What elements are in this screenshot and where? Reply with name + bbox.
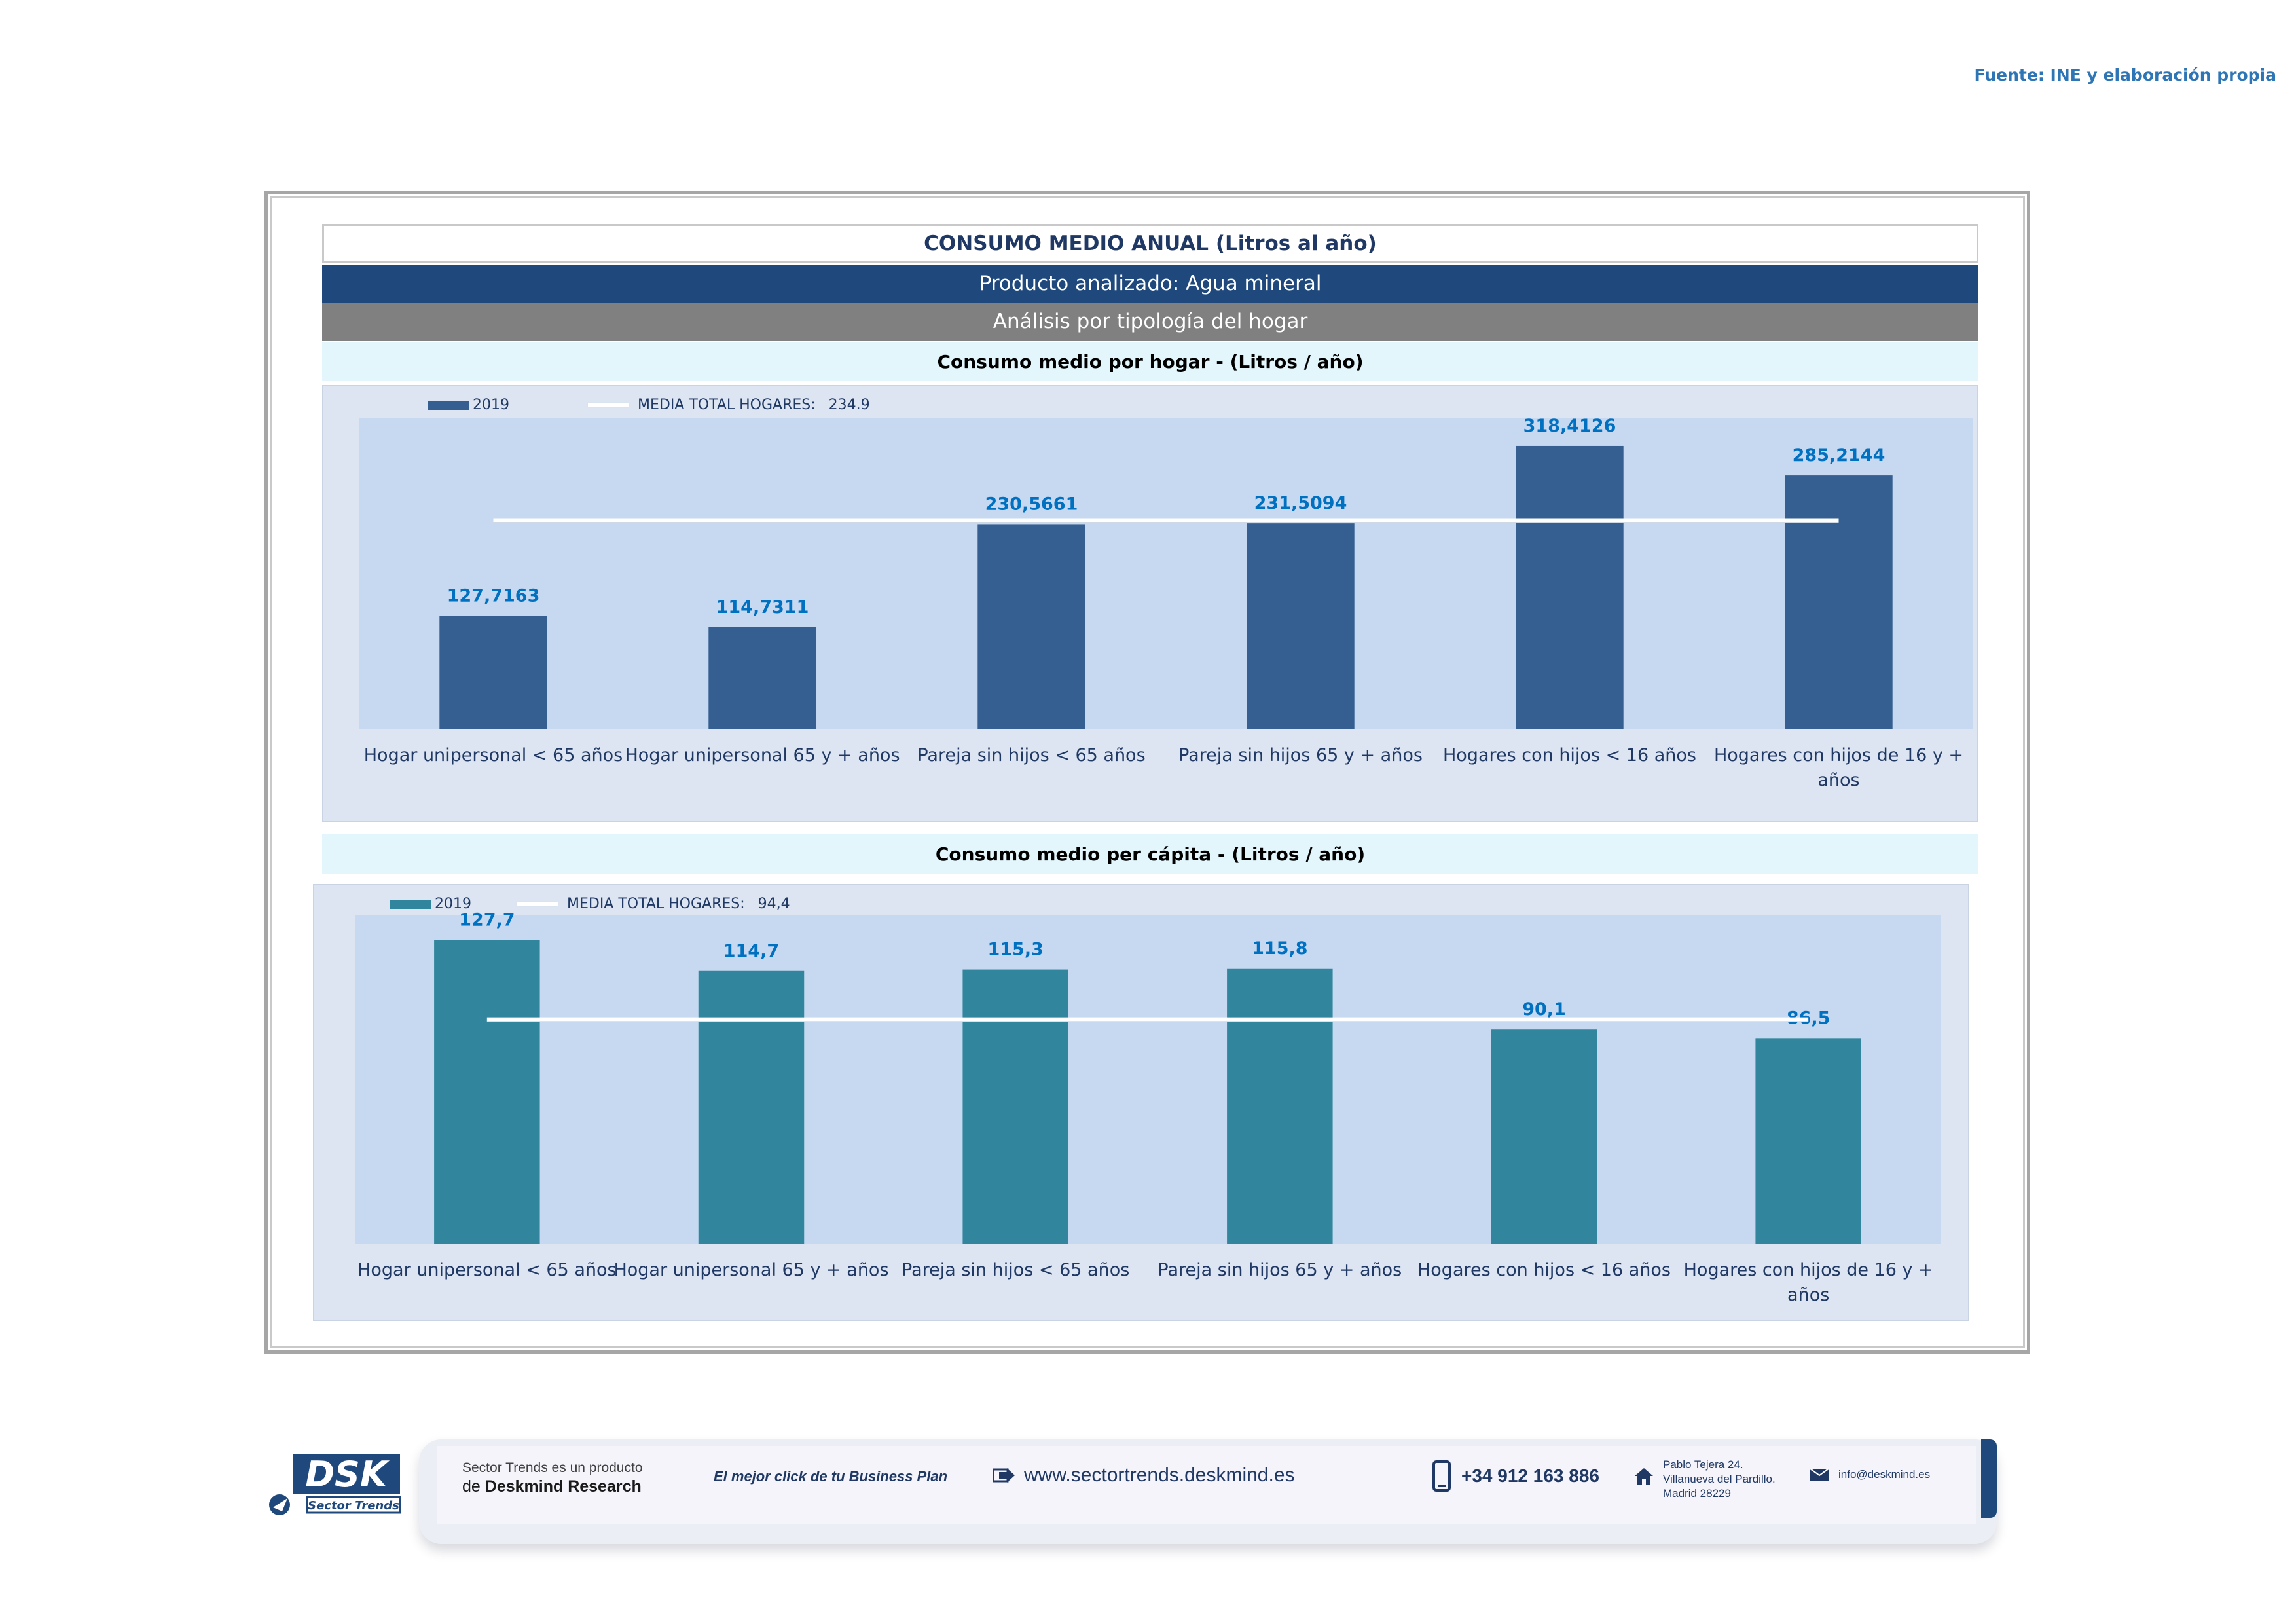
footer-inner [437, 1446, 1976, 1524]
bar [1227, 968, 1333, 1244]
footer-product-prefix: de [462, 1477, 481, 1496]
category-label: Hogar unipersonal < 65 años [357, 1260, 616, 1280]
data-label: 115,8 [1252, 938, 1307, 959]
report-frame [264, 191, 2030, 1354]
footer-phone: +34 912 163 886 [1461, 1466, 1599, 1486]
footer-slogan: El mejor click de tu Business Plan [714, 1468, 948, 1485]
bar [977, 524, 1085, 729]
legend-swatch-media [588, 403, 629, 407]
bar [1785, 475, 1893, 729]
category-label: Hogar unipersonal < 65 años [364, 745, 623, 766]
category-label: Pareja sin hijos < 65 años [917, 745, 1145, 766]
footer-address-line3: Madrid 28229 [1663, 1487, 1731, 1500]
bar [1491, 1029, 1597, 1244]
footer-address: Pablo Tejera 24. Villanueva del Pardillo… [1663, 1458, 1776, 1501]
category-label: Pareja sin hijos 65 y + años [1178, 745, 1423, 766]
footer-email-block[interactable]: info@deskmind.es [1810, 1468, 1930, 1481]
data-label: 318,4126 [1523, 416, 1616, 436]
logo-sub: Sector Trends [308, 1499, 399, 1513]
plot-area [355, 915, 1941, 1244]
chart-hogar-panel: 2019 MEDIA TOTAL HOGARES: 234.9 127,7163… [322, 385, 1978, 822]
category-label: Hogares con hijos de 16 y + años [1684, 1260, 1933, 1305]
home-icon [1635, 1468, 1653, 1485]
data-label: 115,3 [987, 940, 1043, 960]
bar [708, 627, 816, 729]
footer-product-line1: Sector Trends es un producto [462, 1460, 643, 1475]
report-frame-inner [270, 196, 2025, 1348]
analysis-banner: Análisis por tipología del hogar [322, 303, 1978, 341]
data-label: 90,1 [1522, 999, 1566, 1020]
legend-swatch-2019 [428, 400, 469, 410]
legend-value-media: 94,4 [757, 896, 790, 912]
plot-area [359, 418, 1973, 729]
logo-text: DSK [305, 1454, 390, 1495]
category-label: Pareja sin hijos 65 y + años [1157, 1260, 1402, 1280]
chart-hogar-legend: 2019 MEDIA TOTAL HOGARES: 234.9 [428, 397, 870, 413]
legend-value-media: 234.9 [828, 397, 870, 413]
bar [1755, 1038, 1861, 1244]
data-label: 285,2144 [1793, 445, 1886, 466]
bar [698, 970, 805, 1244]
footer-address-line2: Villanueva del Pardillo. [1663, 1473, 1776, 1485]
chart-capita-title: Consumo medio per cápita - (Litros / año… [322, 834, 1978, 874]
footer-website-link[interactable]: www.sectortrends.deskmind.es [993, 1464, 1295, 1486]
chart-hogar: 127,7163 Hogar unipersonal < 65 años 114,7… [359, 416, 1973, 790]
legend-label-2019: 2019 [435, 896, 471, 912]
footer-banner [419, 1439, 1997, 1544]
data-label: 230,5661 [985, 494, 1078, 514]
data-label: 231,5094 [1254, 493, 1347, 513]
dsk-logo-graphic: DSK Sector Trends [269, 1454, 401, 1515]
footer-email[interactable]: info@deskmind.es [1838, 1468, 1931, 1481]
bars: 127,7163 Hogar unipersonal < 65 años 114,7… [364, 416, 1963, 790]
legend-swatch-media [517, 902, 558, 906]
footer-website[interactable]: www.sectortrends.deskmind.es [1024, 1464, 1295, 1486]
chart-hogar-title: Consumo medio por hogar - (Litros / año) [322, 342, 1978, 381]
chart-capita-panel: 2019 MEDIA TOTAL HOGARES: 94,4 127,7 Hoga… [313, 884, 1969, 1321]
footer-address-line1: Pablo Tejera 24. [1663, 1458, 1743, 1471]
source-note: Fuente: INE y elaboración propia [1974, 65, 2276, 84]
data-label: 114,7311 [716, 597, 809, 618]
category-label: Pareja sin hijos < 65 años [902, 1260, 1129, 1280]
data-label: 114,7 [723, 941, 779, 961]
footer-accent [1981, 1439, 1997, 1518]
legend-label-media: MEDIA TOTAL HOGARES: [638, 397, 816, 413]
bar [1516, 445, 1624, 729]
legend-label-media: MEDIA TOTAL HOGARES: [567, 896, 745, 912]
chart-capita-legend: 2019 MEDIA TOTAL HOGARES: 94,4 [390, 896, 790, 912]
report-title: CONSUMO MEDIO ANUAL (Litros al año) [322, 224, 1978, 263]
category-label: Hogar unipersonal 65 y + años [625, 745, 900, 766]
footer-product-line2: de Deskmind Research [462, 1477, 642, 1496]
mail-icon [1810, 1468, 1829, 1481]
category-label: Hogares con hijos < 16 años [1443, 745, 1696, 766]
footer-product-brand: Deskmind Research [484, 1477, 642, 1496]
dsk-logo: DSK Sector Trends [265, 1452, 403, 1518]
category-label: Hogares con hijos de 16 y + años [1714, 745, 1963, 790]
category-label: Hogar unipersonal 65 y + años [613, 1260, 888, 1280]
bar [434, 940, 540, 1244]
bar [439, 616, 547, 729]
legend-label-2019: 2019 [473, 397, 509, 413]
bar [962, 969, 1068, 1244]
data-label: 127,7 [459, 910, 515, 930]
data-label: 127,7163 [447, 585, 540, 606]
product-banner: Producto analizado: Agua mineral [322, 265, 1978, 303]
bars: 127,7 Hogar unipersonal < 65 años 114,7 Hog… [357, 910, 1933, 1305]
phone-icon [1432, 1460, 1451, 1492]
bar [1247, 523, 1355, 729]
footer-phone-block: +34 912 163 886 [1431, 1460, 1599, 1492]
arrow-right-icon [993, 1468, 1015, 1483]
chart-capita: 127,7 Hogar unipersonal < 65 años 114,7 Hog… [355, 910, 1941, 1305]
category-label: Hogares con hijos < 16 años [1417, 1260, 1671, 1280]
legend-swatch-2019 [390, 899, 431, 909]
